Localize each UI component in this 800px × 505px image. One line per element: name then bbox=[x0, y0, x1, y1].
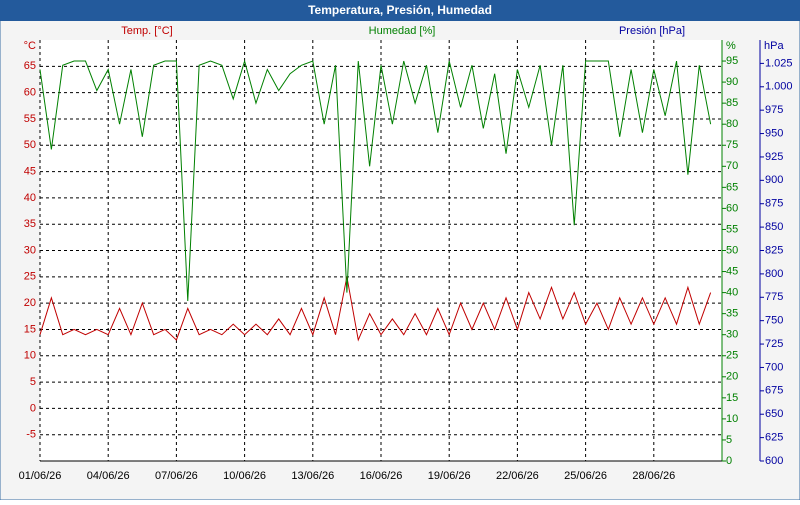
y2-tick-label: 45 bbox=[726, 265, 738, 277]
x-tick-label: 13/06/26 bbox=[291, 470, 334, 482]
y-tick-label: 35 bbox=[24, 218, 36, 230]
x-tick-label: 10/06/26 bbox=[223, 470, 266, 482]
y2-tick-label: 10 bbox=[726, 413, 738, 425]
x-tick-label: 22/06/26 bbox=[496, 470, 539, 482]
y2-unit: % bbox=[726, 40, 736, 52]
x-tick-label: 07/06/26 bbox=[155, 470, 198, 482]
y3-tick-label: 625 bbox=[765, 432, 783, 444]
series-line bbox=[39, 59, 712, 302]
y3-tick-label: 675 bbox=[765, 385, 783, 397]
x-tick-label: 01/06/26 bbox=[19, 470, 62, 482]
y2-tick-label: 35 bbox=[726, 308, 738, 320]
y3-tick-label: 750 bbox=[765, 315, 783, 327]
y2-tick-label: 20 bbox=[726, 371, 738, 383]
y2-tick-label: 85 bbox=[726, 97, 738, 109]
y2-tick-label: 15 bbox=[726, 392, 738, 404]
y-tick-label: 0 bbox=[30, 402, 36, 414]
y-tick-label: 5 bbox=[30, 376, 36, 388]
y3-unit: hPa bbox=[764, 40, 784, 52]
y2-tick-label: 30 bbox=[726, 329, 738, 341]
y3-tick-label: 775 bbox=[765, 291, 783, 303]
y-tick-label: 15 bbox=[24, 323, 36, 335]
y2-tick-label: 55 bbox=[726, 223, 738, 235]
y2-tick-label: 65 bbox=[726, 181, 738, 193]
y2-tick-label: 60 bbox=[726, 202, 738, 214]
y2-axis-label: Humedad [%] bbox=[369, 25, 436, 37]
x-tick-label: 04/06/26 bbox=[87, 470, 130, 482]
y3-tick-label: 975 bbox=[765, 104, 783, 116]
y-tick-label: 50 bbox=[24, 139, 36, 151]
y2-tick-label: 75 bbox=[726, 139, 738, 151]
title-bar bbox=[0, 0, 800, 21]
x-tick-label: 16/06/26 bbox=[360, 470, 403, 482]
y3-tick-label: 700 bbox=[765, 361, 783, 373]
y2-tick-label: 25 bbox=[726, 350, 738, 362]
y2-tick-label: 50 bbox=[726, 244, 738, 256]
y3-tick-label: 1.025 bbox=[765, 57, 793, 69]
y-tick-label: 65 bbox=[24, 60, 36, 72]
y-tick-label: 55 bbox=[24, 113, 36, 125]
y3-tick-label: 850 bbox=[765, 221, 783, 233]
y2-tick-label: 5 bbox=[726, 434, 732, 446]
y-tick-label: 30 bbox=[24, 244, 36, 256]
y-axis-label: Temp. [°C] bbox=[121, 25, 172, 37]
x-tick-label: 19/06/26 bbox=[428, 470, 471, 482]
y3-tick-label: 825 bbox=[765, 244, 783, 256]
y3-tick-label: 875 bbox=[765, 198, 783, 210]
y-tick-label: 20 bbox=[24, 297, 36, 309]
y2-tick-label: 40 bbox=[726, 287, 738, 299]
y3-tick-label: 1.000 bbox=[765, 81, 793, 93]
y2-tick-label: 95 bbox=[726, 55, 738, 67]
y2-tick-label: 0 bbox=[726, 455, 732, 467]
y-tick-label: 45 bbox=[24, 165, 36, 177]
y3-tick-label: 650 bbox=[765, 408, 783, 420]
y2-tick-label: 70 bbox=[726, 160, 738, 172]
x-tick-label: 28/06/26 bbox=[632, 470, 675, 482]
y2-tick-label: 90 bbox=[726, 76, 738, 88]
y-tick-label: 60 bbox=[24, 87, 36, 99]
y3-tick-label: 925 bbox=[765, 151, 783, 163]
y3-tick-label: 800 bbox=[765, 268, 783, 280]
y-tick-label: 25 bbox=[24, 271, 36, 283]
chart-title: Temperatura, Presión, Humedad bbox=[308, 3, 492, 17]
y3-tick-label: 600 bbox=[765, 455, 783, 467]
y-tick-label: -5 bbox=[26, 429, 36, 441]
y3-tick-label: 950 bbox=[765, 127, 783, 139]
series-line bbox=[39, 276, 712, 342]
y3-axis-label: Presión [hPa] bbox=[619, 25, 685, 37]
y3-tick-label: 900 bbox=[765, 174, 783, 186]
y3-tick-label: 725 bbox=[765, 338, 783, 350]
x-tick-label: 25/06/26 bbox=[564, 470, 607, 482]
y-tick-label: 10 bbox=[24, 350, 36, 362]
y-tick-label: 40 bbox=[24, 192, 36, 204]
y2-tick-label: 80 bbox=[726, 118, 738, 130]
y-unit: °C bbox=[24, 40, 36, 52]
